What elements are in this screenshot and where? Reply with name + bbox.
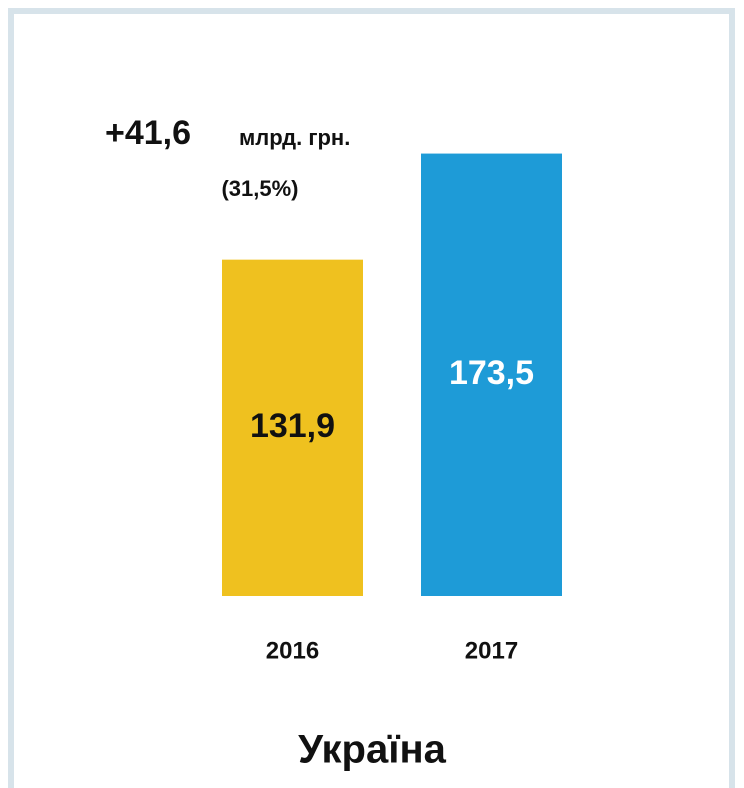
- bar: [421, 153, 562, 596]
- annotation-percent: (31,5%): [221, 176, 298, 201]
- annotation-delta: +41,6: [105, 114, 191, 152]
- x-tick-label: 2017: [465, 637, 518, 664]
- value-label: 173,5: [449, 354, 534, 392]
- x-tick-label: 2016: [266, 637, 319, 664]
- annotation-unit: млрд. грн.: [239, 125, 350, 150]
- bar: [222, 259, 363, 596]
- frame: [8, 8, 735, 788]
- value-label: 131,9: [250, 407, 335, 445]
- chart-title: Україна: [298, 728, 446, 772]
